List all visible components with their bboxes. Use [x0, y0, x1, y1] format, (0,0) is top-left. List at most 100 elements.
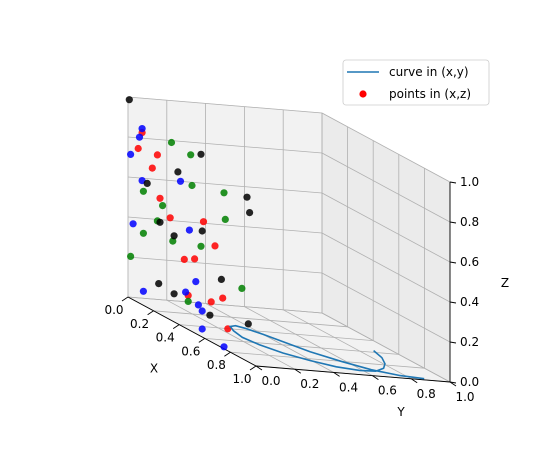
scatter-point	[243, 193, 251, 201]
y-tick-mark	[333, 372, 340, 377]
scatter-point	[139, 187, 147, 195]
grid-z-back	[321, 112, 451, 183]
y-tick-mark	[255, 365, 263, 371]
scatter-point	[127, 150, 135, 158]
y-tick-label: 0.6	[378, 384, 397, 398]
scatter-point	[159, 202, 167, 210]
scatter-point	[211, 242, 219, 250]
scatter-point	[188, 181, 196, 190]
scatter-point	[199, 218, 208, 226]
scatter-point	[219, 294, 227, 302]
x-tick-mark	[198, 338, 206, 343]
scatter-point	[174, 168, 182, 176]
y-axis-line	[255, 365, 451, 383]
scatter-point	[155, 280, 163, 288]
y-tick-label: 0.2	[300, 377, 319, 391]
scatter-point	[170, 232, 178, 240]
z-tick-mark	[449, 221, 457, 224]
scatter-point	[166, 214, 174, 222]
scatter-point	[139, 287, 147, 295]
scatter-point	[139, 229, 147, 237]
scatter-point	[143, 179, 151, 187]
grid-z-left	[127, 96, 323, 114]
x-tick-mark	[249, 365, 257, 371]
scatter-point	[176, 177, 185, 185]
grid-y-floor	[283, 309, 412, 380]
grid-z-left	[127, 296, 323, 314]
scatter-point	[194, 301, 202, 309]
grid-z-back	[321, 232, 451, 303]
grid-z-left	[127, 256, 323, 274]
y-tick-label: 0.0	[261, 374, 280, 388]
scatter-point	[238, 284, 246, 292]
grid-x-floor	[204, 338, 399, 355]
scatter-points	[125, 96, 254, 351]
scatter-point	[170, 290, 178, 298]
scatter-point	[198, 325, 206, 333]
scatter-point	[180, 255, 188, 263]
z-tick-label: 1.0	[460, 175, 479, 189]
y-tick-mark	[449, 381, 457, 387]
x-tick-label: 0.4	[156, 331, 175, 345]
legend-marker-swatch	[359, 90, 367, 98]
scatter-point	[220, 343, 228, 351]
z-tick-label: 0.4	[460, 295, 479, 309]
grid-z-left	[127, 176, 323, 194]
scatter-point	[224, 325, 232, 333]
z-tick-label: 0.2	[460, 335, 479, 349]
z-tick-mark	[449, 261, 457, 264]
scatter-point	[153, 151, 161, 159]
grid-z-back	[321, 272, 451, 343]
scatter-point	[192, 278, 200, 286]
x-tick-label: 1.0	[232, 372, 251, 386]
x-tick-label: 0.8	[207, 358, 226, 372]
y-tick-mark	[372, 375, 379, 380]
scatter-point	[217, 275, 225, 283]
y-tick-label: 0.8	[417, 387, 436, 401]
legend-label-curve: curve in (x,y)	[389, 65, 469, 79]
curve-line	[228, 324, 425, 380]
scatter-point	[156, 194, 164, 202]
x-tick-mark	[147, 310, 154, 316]
x-tick-mark	[172, 324, 180, 329]
grid-y-floor	[166, 299, 295, 370]
scatter-point	[135, 133, 144, 141]
x-tick-label: 0.0	[104, 303, 123, 317]
tick-labels: 0.00.20.40.60.81.0 0.0 0.2 0.4 0.6 0.8 1.00.00…	[104, 175, 479, 404]
scatter-point	[134, 144, 142, 153]
scatter-point	[244, 320, 252, 328]
x-tick-mark	[121, 296, 129, 302]
scatter-point	[156, 218, 164, 226]
axes	[121, 181, 457, 387]
x-axis-line	[127, 296, 257, 367]
legend-label-points: points in (x,z)	[389, 87, 471, 101]
legend: curve in (x,y) points in (x,z)	[342, 59, 490, 106]
grid-x-floor	[153, 310, 348, 328]
x-axis-label: X	[150, 362, 158, 376]
z-tick-mark	[449, 341, 457, 344]
z-tick-label: 0.8	[460, 215, 479, 229]
scatter-point	[187, 151, 195, 159]
grid-z-left	[127, 136, 323, 154]
scatter-point	[184, 297, 192, 305]
z-tick-mark	[449, 381, 457, 384]
grid-x-floor	[230, 351, 425, 369]
scatter-point	[221, 215, 229, 223]
x-tick-mark	[224, 351, 231, 357]
scatter-point	[220, 189, 228, 197]
y-tick-mark	[294, 368, 302, 374]
scatter-point	[125, 96, 133, 104]
grid-z-back	[321, 312, 451, 383]
y-tick-label: 1.0	[455, 390, 474, 404]
x-tick-label: 0.6	[181, 344, 200, 358]
x-tick-label: 0.2	[130, 317, 149, 331]
scatter-point	[182, 288, 190, 296]
scatter-point	[246, 209, 254, 217]
scatter-point	[198, 307, 206, 315]
grid-z-back	[321, 192, 451, 263]
z-tick-label: 0.6	[460, 255, 479, 269]
scatter-point	[138, 125, 146, 133]
grid-x-floor	[179, 324, 374, 341]
scatter-point	[191, 255, 199, 263]
